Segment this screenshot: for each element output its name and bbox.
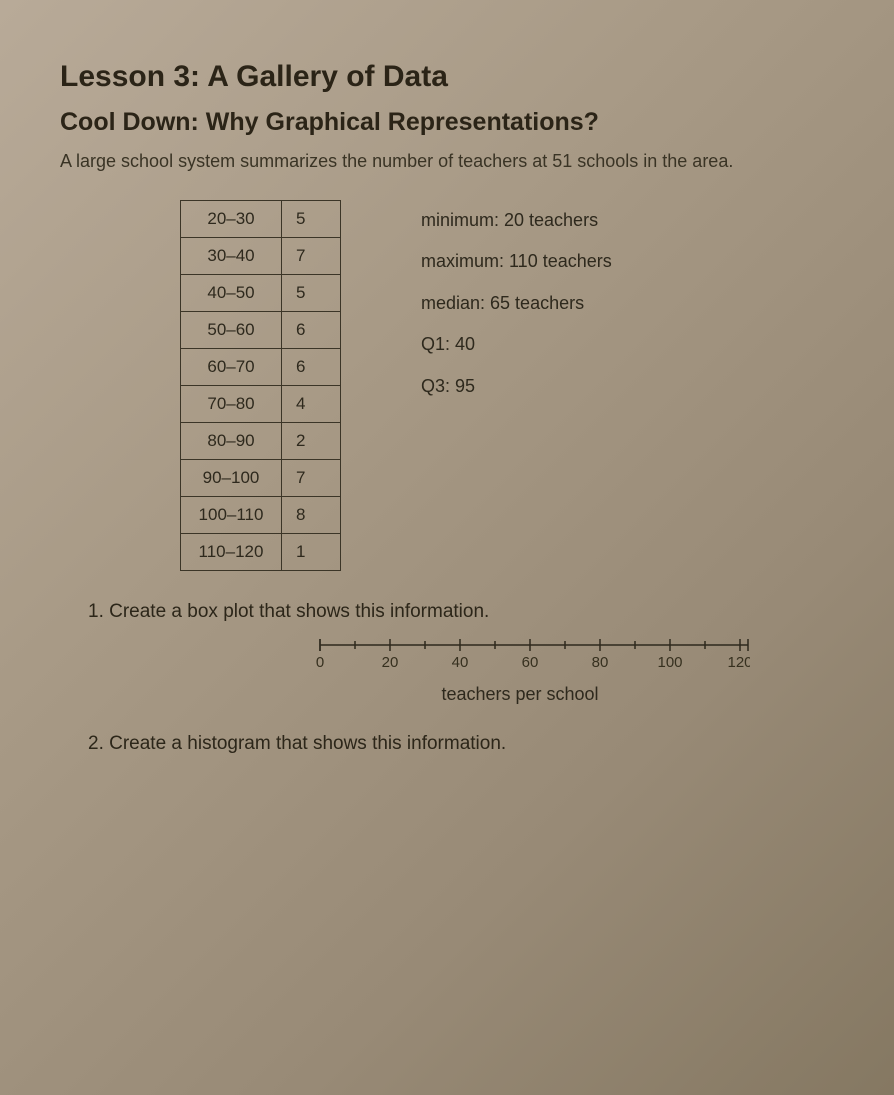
range-cell: 80–90 xyxy=(181,423,282,460)
table-row: 110–120 1 xyxy=(181,534,341,571)
table-row: 100–110 8 xyxy=(181,497,341,534)
count-cell: 1 xyxy=(282,534,341,571)
range-cell: 110–120 xyxy=(181,534,282,571)
axis-label: teachers per school xyxy=(310,684,730,705)
svg-text:100: 100 xyxy=(657,654,682,671)
summary-stats: minimum: 20 teachers maximum: 110 teache… xyxy=(421,200,612,571)
question-2: 2. Create a histogram that shows this in… xyxy=(88,733,860,755)
data-row: 20–30 5 30–40 7 40–50 5 50–60 6 60–70 xyxy=(180,200,860,571)
lesson-title: Lesson 3: A Gallery of Data xyxy=(60,60,860,94)
stat-median: median: 65 teachers xyxy=(421,283,612,324)
range-cell: 40–50 xyxy=(181,275,282,312)
svg-text:120: 120 xyxy=(727,654,750,671)
count-cell: 7 xyxy=(282,460,341,497)
count-cell: 8 xyxy=(282,497,341,534)
count-cell: 2 xyxy=(282,423,341,460)
stat-q3: Q3: 95 xyxy=(421,366,612,407)
range-cell: 100–110 xyxy=(181,497,282,534)
count-cell: 4 xyxy=(282,386,341,423)
table-row: 80–90 2 xyxy=(181,423,341,460)
table-row: 60–70 6 xyxy=(181,349,341,386)
section-subtitle: Cool Down: Why Graphical Representations… xyxy=(60,108,860,137)
intro-text: A large school system summarizes the num… xyxy=(60,151,860,172)
count-cell: 6 xyxy=(282,312,341,349)
stat-minimum: minimum: 20 teachers xyxy=(421,200,612,241)
range-cell: 20–30 xyxy=(181,201,282,238)
range-cell: 50–60 xyxy=(181,312,282,349)
axis-svg: 0 20 40 60 80 100 120 xyxy=(310,635,750,675)
table-row: 30–40 7 xyxy=(181,238,341,275)
table-row: 40–50 5 xyxy=(181,275,341,312)
table-row: 90–100 7 xyxy=(181,460,341,497)
table-row: 70–80 4 xyxy=(181,386,341,423)
table-row: 50–60 6 xyxy=(181,312,341,349)
question-1: 1. Create a box plot that shows this inf… xyxy=(88,601,860,623)
svg-text:80: 80 xyxy=(592,654,609,671)
svg-text:20: 20 xyxy=(382,654,399,671)
stat-maximum: maximum: 110 teachers xyxy=(421,241,612,282)
count-cell: 6 xyxy=(282,349,341,386)
stat-q1: Q1: 40 xyxy=(421,324,612,365)
range-cell: 90–100 xyxy=(181,460,282,497)
count-cell: 5 xyxy=(282,201,341,238)
table-row: 20–30 5 xyxy=(181,201,341,238)
range-cell: 30–40 xyxy=(181,238,282,275)
count-cell: 7 xyxy=(282,238,341,275)
frequency-table: 20–30 5 30–40 7 40–50 5 50–60 6 60–70 xyxy=(180,200,341,571)
number-line: 0 20 40 60 80 100 120 teachers per school xyxy=(310,635,860,705)
count-cell: 5 xyxy=(282,275,341,312)
range-cell: 60–70 xyxy=(181,349,282,386)
range-cell: 70–80 xyxy=(181,386,282,423)
svg-text:40: 40 xyxy=(452,654,469,671)
svg-text:60: 60 xyxy=(522,654,539,671)
worksheet-page: Lesson 3: A Gallery of Data Cool Down: W… xyxy=(60,60,860,755)
svg-text:0: 0 xyxy=(316,654,324,671)
